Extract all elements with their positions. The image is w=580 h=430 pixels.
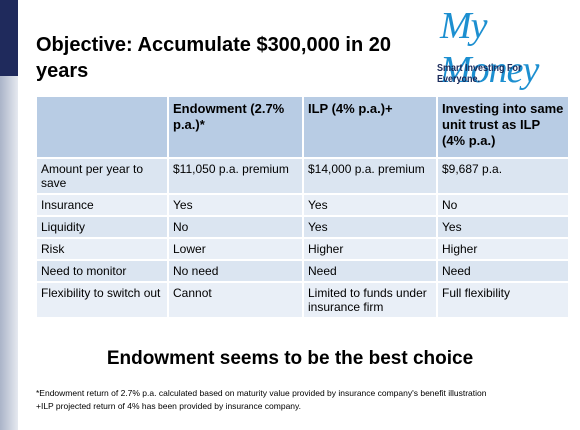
table-cell: No — [167, 215, 304, 239]
row-label: Need to monitor — [35, 259, 169, 283]
table-cell: $11,050 p.a. premium — [167, 157, 304, 195]
row-label: Risk — [35, 237, 169, 261]
table-row: Flexibility to switch out Cannot Limited t… — [35, 281, 570, 319]
table-row: Insurance Yes Yes No — [35, 193, 570, 217]
logo-tagline: Smart Investing For Everyone. — [437, 63, 522, 85]
header-cell: ILP (4% p.a.)+ — [302, 95, 438, 159]
table-row: Risk Lower Higher Higher — [35, 237, 570, 261]
row-label: Amount per year to save — [35, 157, 169, 195]
table-cell: Yes — [436, 215, 570, 239]
comparison-table: Endowment (2.7% p.a.)* ILP (4% p.a.)+ Inve… — [35, 95, 570, 319]
table-row: Amount per year to save $11,050 p.a. prem… — [35, 157, 570, 195]
table-cell: Cannot — [167, 281, 304, 319]
table-cell: $14,000 p.a. premium — [302, 157, 438, 195]
row-label: Flexibility to switch out — [35, 281, 169, 319]
logo-name: My Money — [440, 5, 539, 91]
table-cell: Yes — [167, 193, 304, 217]
table-cell: Higher — [436, 237, 570, 261]
table-cell: Lower — [167, 237, 304, 261]
footnotes: *Endowment return of 2.7% p.a. calculate… — [36, 388, 556, 414]
table-row: Liquidity No Yes Yes — [35, 215, 570, 239]
table-cell: $9,687 p.a. — [436, 157, 570, 195]
header-cell: Investing into same unit trust as ILP (4… — [436, 95, 570, 159]
slide-title: Objective: Accumulate $300,000 in 20 yea… — [36, 34, 391, 82]
table-cell: Need — [302, 259, 438, 283]
row-label: Liquidity — [35, 215, 169, 239]
table-cell: Full flexibility — [436, 281, 570, 319]
sidebar-gradient — [0, 76, 18, 430]
header-row: Endowment (2.7% p.a.)* ILP (4% p.a.)+ Inve… — [35, 95, 570, 159]
table-cell: No need — [167, 259, 304, 283]
header-cell: Endowment (2.7% p.a.)* — [167, 95, 304, 159]
table-row: Need to monitor No need Need Need — [35, 259, 570, 283]
table-cell: Yes — [302, 193, 438, 217]
table-cell: Need — [436, 259, 570, 283]
sidebar-band — [0, 0, 18, 76]
table-cell: Higher — [302, 237, 438, 261]
table-cell: Yes — [302, 215, 438, 239]
table-cell: No — [436, 193, 570, 217]
header-cell — [35, 95, 169, 159]
footnote: +ILP projected return of 4% has been pro… — [36, 401, 302, 411]
footnote: *Endowment return of 2.7% p.a. calculate… — [36, 388, 487, 398]
row-label: Insurance — [35, 193, 169, 217]
conclusion: Endowment seems to be the best choice — [106, 348, 474, 369]
table-cell: Limited to funds under insurance firm — [302, 281, 438, 319]
